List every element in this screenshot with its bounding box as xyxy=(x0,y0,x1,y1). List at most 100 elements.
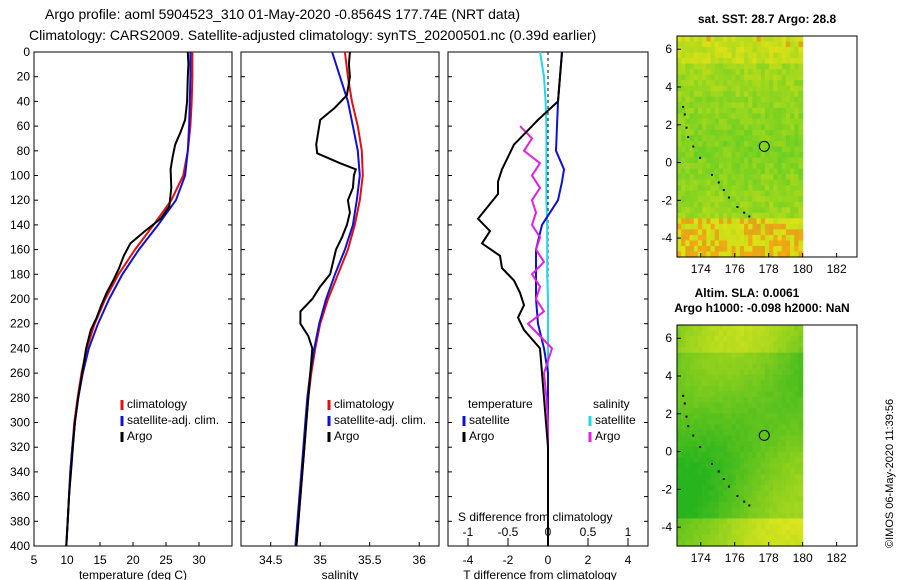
map-cell xyxy=(744,240,749,247)
map-cell xyxy=(718,523,724,531)
map-cell xyxy=(727,358,733,365)
map-cell xyxy=(739,413,745,420)
map-cell xyxy=(777,534,783,542)
map-cell xyxy=(794,47,800,54)
map-cell xyxy=(731,129,737,137)
map-cell xyxy=(697,330,703,337)
map-cell xyxy=(689,352,695,359)
map-cell xyxy=(697,518,703,525)
map-cell xyxy=(777,36,783,43)
map-cell xyxy=(777,429,783,437)
map-cell xyxy=(764,352,770,359)
map-cell xyxy=(739,452,745,459)
map-cell xyxy=(689,157,695,164)
map-cell xyxy=(718,463,724,470)
map-cell xyxy=(731,479,737,486)
map-cell xyxy=(714,240,720,247)
map-cell xyxy=(748,341,753,348)
map-cell xyxy=(798,229,804,236)
map-frame xyxy=(676,324,858,547)
map-cell xyxy=(693,229,699,236)
map-cell xyxy=(773,523,779,531)
map-cell xyxy=(760,129,766,137)
map-cell xyxy=(689,490,695,497)
map-cell xyxy=(697,452,703,459)
map-cell xyxy=(748,336,753,343)
map-cell xyxy=(731,36,737,43)
map-cell xyxy=(685,190,691,197)
map-cell xyxy=(764,441,770,448)
map-cell xyxy=(785,212,791,219)
map-cell xyxy=(744,325,749,332)
map-cell xyxy=(685,385,691,392)
map-cell xyxy=(681,102,686,109)
map-cell xyxy=(727,52,733,59)
map-cell xyxy=(735,369,741,376)
map-cell xyxy=(764,485,770,492)
map-cell xyxy=(785,534,791,542)
map-cell xyxy=(702,179,707,186)
map-cell xyxy=(798,201,804,208)
map-cell xyxy=(714,347,720,354)
map-cell xyxy=(693,96,699,103)
map-cell xyxy=(748,380,753,387)
map-cell xyxy=(681,63,686,70)
map-cell xyxy=(744,196,749,203)
map-cell xyxy=(760,69,766,76)
map-cell xyxy=(710,129,716,137)
map-cell xyxy=(693,435,699,442)
map-cell xyxy=(681,124,686,131)
map-cell xyxy=(764,140,770,148)
map-cell xyxy=(710,336,716,343)
map-cell xyxy=(760,107,766,114)
map-cell xyxy=(697,129,703,137)
map-cell xyxy=(748,124,753,131)
map-cell xyxy=(790,234,795,242)
map-cell xyxy=(744,468,749,475)
map-cell xyxy=(744,413,749,420)
map-cell xyxy=(777,58,783,65)
map-cell xyxy=(748,347,753,354)
map-cell xyxy=(693,118,699,126)
map-cell xyxy=(756,341,762,348)
map-cell xyxy=(769,36,774,43)
map-cell xyxy=(677,201,682,208)
map-cell xyxy=(790,245,795,253)
map-cell xyxy=(777,485,783,492)
map-cell xyxy=(693,507,699,514)
map-cell xyxy=(781,179,787,186)
map-cell xyxy=(752,36,758,43)
map-cell xyxy=(798,240,804,247)
map-cell xyxy=(752,190,758,197)
map-cell xyxy=(744,446,749,453)
map-cell xyxy=(773,196,779,203)
map-cell xyxy=(685,140,691,148)
map-cell xyxy=(681,529,686,536)
map-cell xyxy=(769,396,774,403)
map-cell xyxy=(748,485,753,492)
map-cell xyxy=(760,157,766,164)
map-cell xyxy=(785,507,791,514)
map-cell xyxy=(693,413,699,420)
map-cell xyxy=(697,85,703,92)
map-cell xyxy=(777,529,783,536)
map-cell xyxy=(706,325,712,332)
map-cell xyxy=(756,223,762,230)
map-cell xyxy=(697,374,703,381)
map-cell xyxy=(735,424,741,431)
map-cell xyxy=(710,352,716,359)
map-cell xyxy=(723,474,728,481)
map-cell xyxy=(731,63,737,70)
map-cell xyxy=(710,102,716,109)
map-cell xyxy=(769,479,774,486)
map-cell xyxy=(790,352,795,359)
map-cell xyxy=(790,113,795,120)
map-cell xyxy=(769,69,774,76)
map-cell xyxy=(681,501,686,508)
map-cell xyxy=(723,490,728,497)
map-cell xyxy=(790,229,795,236)
map-cell xyxy=(702,336,707,343)
map-cell xyxy=(798,424,804,431)
map-cell xyxy=(739,441,745,448)
